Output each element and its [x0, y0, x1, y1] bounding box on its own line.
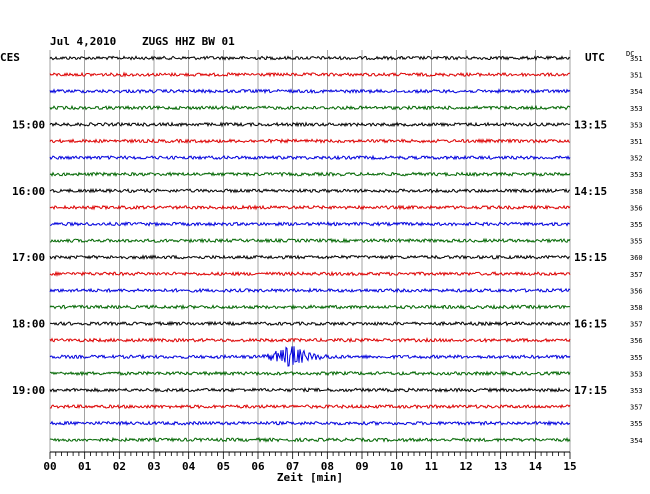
dc-value: 353	[630, 121, 643, 129]
x-tick-label: 08	[321, 460, 334, 473]
trace-row-21	[49, 403, 571, 410]
trace-row-1	[49, 71, 570, 78]
dc-value: 351	[630, 55, 643, 63]
dc-value: 356	[630, 287, 643, 295]
x-axis-label: Zeit [min]	[277, 471, 343, 484]
dc-value: 354	[630, 437, 643, 445]
dc-value: 353	[630, 387, 643, 395]
trace-row-15	[49, 303, 571, 311]
dc-value: 351	[630, 72, 643, 80]
right-zone-label: UTC	[585, 51, 605, 64]
x-tick-label: 04	[182, 460, 196, 473]
trace-row-0	[49, 55, 571, 61]
dc-value: 357	[630, 271, 643, 279]
trace-row-2	[49, 88, 571, 95]
trace-row-11	[49, 237, 571, 244]
trace-row-3	[49, 104, 571, 111]
trace-row-14	[49, 287, 571, 294]
trace-row-22	[49, 420, 571, 427]
dc-value: 358	[630, 188, 643, 196]
right-hour-label: 15:15	[574, 251, 607, 264]
dc-value: 360	[630, 254, 643, 262]
dc-value: 353	[630, 105, 643, 113]
x-tick-label: 03	[147, 460, 160, 473]
trace-row-23	[49, 436, 571, 443]
x-tick-label: 11	[425, 460, 439, 473]
left-zone-label: CES	[0, 51, 20, 64]
time-gridlines	[49, 50, 571, 452]
dc-value: 355	[630, 221, 643, 229]
x-tick-label: 09	[355, 460, 368, 473]
left-hour-labels: 15:00 16:00 17:00 18:00 19:00	[12, 118, 45, 397]
left-hour-label: 19:00	[12, 384, 45, 397]
x-tick-label: 15	[563, 460, 576, 473]
trace-row-16	[49, 320, 571, 327]
trace-row-4	[49, 121, 571, 128]
x-axis: 00 01 02 03 04 05 06 07 08 09 10 11 12 13 14 15	[43, 451, 577, 473]
trace-row-10	[50, 221, 571, 228]
dc-value: 358	[630, 304, 643, 312]
trace-row-13	[49, 270, 571, 277]
dc-value: 356	[630, 337, 643, 345]
seismic-traces	[49, 55, 571, 443]
x-tick-label: 12	[459, 460, 472, 473]
dc-value: 355	[630, 354, 643, 362]
trace-row-12	[49, 254, 570, 261]
right-hour-label: 13:15	[574, 118, 607, 131]
x-tick-label: 02	[113, 460, 126, 473]
dc-value: 357	[630, 321, 643, 329]
left-hour-label: 16:00	[12, 185, 45, 198]
header-station: ZUGS HHZ BW 01	[142, 35, 235, 48]
x-tick-label: 06	[251, 460, 265, 473]
left-hour-label: 15:00	[12, 118, 45, 131]
right-hour-labels: 13:15 14:15 15:15 16:15 17:15	[574, 118, 607, 397]
right-hour-label: 16:15	[574, 318, 607, 331]
trace-row-6	[49, 154, 571, 161]
x-tick-label: 10	[390, 460, 403, 473]
trace-row-18	[49, 346, 571, 367]
trace-row-5	[49, 138, 571, 144]
dc-value: 356	[630, 204, 643, 212]
dc-value: 351	[630, 138, 643, 146]
x-tick-label: 00	[43, 460, 56, 473]
trace-row-7	[49, 171, 571, 178]
x-tick-label: 01	[78, 460, 92, 473]
trace-row-17	[49, 337, 571, 344]
trace-row-20	[49, 387, 571, 393]
header-date: Jul 4,2010	[50, 35, 116, 48]
dc-value: 354	[630, 88, 643, 96]
x-tick-label: 05	[217, 460, 230, 473]
right-hour-label: 17:15	[574, 384, 607, 397]
x-tick-label: 07	[286, 460, 299, 473]
dc-value: 355	[630, 420, 643, 428]
x-tick-label: 13	[494, 460, 507, 473]
dc-value: 357	[630, 404, 643, 412]
dc-value: 353	[630, 370, 643, 378]
x-tick-label: 14	[529, 460, 543, 473]
dc-offset-column: 351 351 354 353 353 351 352 353 358 356 355 355 360 3…	[630, 55, 643, 445]
dc-value: 355	[630, 238, 643, 246]
trace-row-9	[49, 204, 571, 211]
left-hour-label: 17:00	[12, 251, 45, 264]
trace-row-19	[49, 370, 571, 377]
right-hour-label: 14:15	[574, 185, 607, 198]
left-hour-label: 18:00	[12, 318, 45, 331]
dc-value: 353	[630, 171, 643, 179]
dc-value: 352	[630, 155, 643, 163]
dc-label: DC	[626, 50, 634, 58]
trace-row-8	[49, 187, 571, 194]
